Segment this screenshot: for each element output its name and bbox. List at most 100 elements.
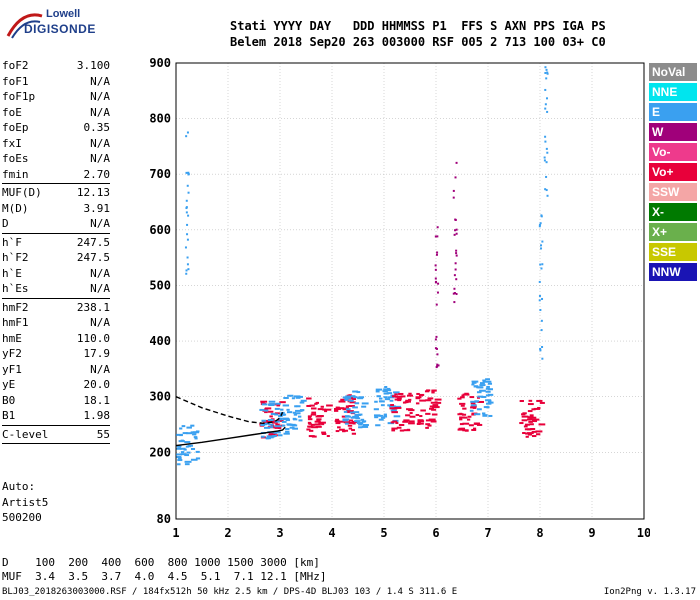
echo-mark	[326, 404, 333, 407]
echo-mark	[389, 407, 396, 410]
echo-mark	[405, 414, 411, 417]
echo-mark	[474, 422, 478, 425]
echo-mark	[457, 397, 462, 400]
param-separator	[2, 297, 110, 299]
param-key: h`E	[2, 266, 22, 280]
legend-item-vo: Vo+	[649, 163, 697, 181]
echo-mark	[186, 426, 192, 429]
echo-mark	[193, 436, 198, 439]
echo-mark	[524, 423, 531, 426]
echo-mark	[315, 415, 323, 418]
legend-item-w: W	[649, 123, 697, 141]
echo-mark	[392, 420, 398, 423]
echo-mark	[455, 228, 458, 231]
echo-mark	[538, 299, 541, 302]
echo-mark	[434, 235, 437, 238]
echo-mark	[343, 421, 350, 424]
y-tick-label: 500	[149, 278, 171, 292]
param-row: yF1 N/A	[2, 362, 110, 378]
echo-mark	[467, 415, 472, 418]
echo-mark	[274, 425, 282, 428]
echo-mark	[435, 253, 438, 256]
echo-mark	[546, 97, 549, 100]
echo-mark	[318, 422, 324, 425]
echo-mark	[428, 418, 436, 421]
echo-mark	[487, 393, 494, 396]
echo-mark	[337, 426, 341, 429]
file-info-footer: BLJ03_2018263003000.RSF / 184fx512h 50 k…	[2, 587, 458, 597]
echo-mark	[479, 389, 486, 392]
echo-mark	[345, 405, 349, 408]
echo-mark	[420, 409, 426, 412]
echo-mark	[190, 431, 197, 434]
echo-mark	[528, 420, 533, 423]
echo-mark	[373, 414, 381, 417]
station-header: Stati YYYY DAY DDD HHMMSS P1 FFS S AXN P…	[230, 18, 606, 50]
echo-mark	[260, 401, 265, 404]
param-value: N/A	[90, 74, 110, 88]
param-row: B1 1.98	[2, 408, 110, 424]
echo-mark	[310, 413, 317, 416]
scaled-parameters-table: foF2 3.100 foF1 N/A foF1p N/A foE N/A foEp 0.35 fx…	[2, 58, 110, 445]
echo-mark	[406, 428, 410, 431]
param-key: yF2	[2, 347, 22, 360]
echo-mark	[476, 396, 480, 399]
echo-mark	[437, 282, 440, 285]
echo-mark	[195, 457, 201, 460]
echo-mark	[466, 418, 471, 421]
echo-mark	[521, 415, 529, 418]
echo-mark	[176, 453, 183, 456]
legend-item-vo: Vo-	[649, 143, 697, 161]
echo-mark	[267, 403, 274, 406]
echo-mark	[394, 405, 402, 408]
x-tick-label: 3	[276, 526, 283, 540]
param-value: N/A	[90, 266, 110, 280]
echo-mark	[482, 412, 486, 415]
distance-muf-table: D 100 200 400 600 800 1000 1500 3000 [km…	[2, 556, 327, 584]
echo-mark	[536, 399, 543, 402]
echo-mark	[469, 396, 475, 399]
echo-mark	[471, 428, 477, 431]
echo-mark	[474, 413, 481, 416]
param-value: 18.1	[83, 393, 111, 407]
echo-mark	[482, 414, 488, 417]
echo-mark	[532, 418, 540, 421]
echo-mark	[434, 264, 437, 267]
echo-mark	[546, 194, 549, 197]
echo-mark	[388, 405, 396, 408]
echo-mark	[431, 389, 437, 392]
echo-mark	[195, 450, 200, 453]
echo-mark	[375, 390, 380, 393]
echo-mark	[317, 408, 324, 411]
echo-mark	[415, 402, 420, 405]
echo-mark	[282, 404, 290, 407]
echo-mark	[541, 297, 544, 300]
echo-mark	[546, 110, 549, 113]
param-row: foE N/A	[2, 105, 110, 121]
echo-mark	[452, 292, 455, 295]
echo-mark	[453, 233, 456, 236]
echo-mark	[293, 413, 298, 416]
echo-mark	[455, 161, 458, 164]
echo-mark	[179, 434, 183, 437]
echo-mark	[546, 72, 549, 75]
echo-mark	[356, 391, 361, 394]
y-tick-label: 900	[149, 56, 171, 70]
echo-mark	[185, 171, 188, 174]
echo-mark	[390, 404, 395, 407]
echo-mark	[261, 419, 267, 422]
echo-mark	[177, 459, 183, 462]
echo-mark	[538, 225, 541, 228]
echo-mark	[274, 412, 280, 415]
echo-mark	[432, 404, 439, 407]
echo-mark	[310, 423, 316, 426]
echo-mark	[348, 419, 354, 422]
echo-mark	[321, 432, 327, 435]
param-key: MUF(D)	[2, 186, 42, 199]
echo-mark	[396, 397, 402, 400]
echo-mark	[181, 425, 186, 428]
echo-mark	[176, 447, 182, 450]
echo-mark	[263, 426, 271, 429]
param-row: h`E N/A	[2, 266, 110, 282]
d-label: D	[2, 556, 9, 569]
